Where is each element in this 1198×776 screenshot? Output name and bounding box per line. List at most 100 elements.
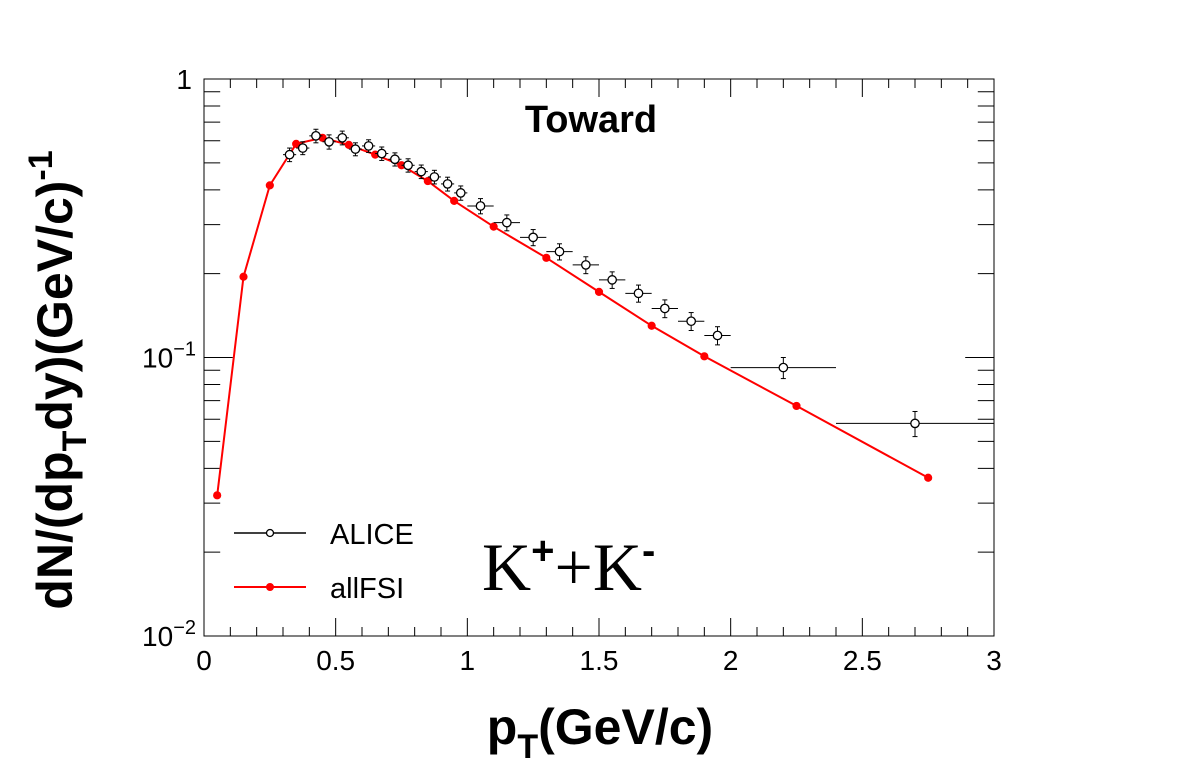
alice-point <box>599 271 626 289</box>
alice-marker <box>311 130 321 141</box>
x-tick-label: 1 <box>460 645 476 676</box>
alice-marker <box>686 316 697 327</box>
alice-point <box>309 128 323 144</box>
y-tick-label: 10−1 <box>142 339 196 374</box>
alice-point <box>454 185 468 201</box>
allfsi-point <box>792 401 801 411</box>
series-allfsi <box>213 133 933 500</box>
x-tick-labels: 0 0.5 1 1.5 2 2.5 3 <box>196 645 1002 676</box>
alice-point <box>414 164 428 180</box>
particle-label-mid: +K <box>554 529 641 605</box>
y-tick-label: 1 <box>176 64 192 95</box>
alice-point <box>836 410 994 438</box>
alice-marker <box>475 201 486 211</box>
alice-point <box>704 326 731 346</box>
y-axis-label-mid: dy)(GeV/c) <box>27 181 83 431</box>
alice-point <box>467 198 494 215</box>
alice-point <box>322 134 336 150</box>
alice-point <box>572 256 599 275</box>
alice-marker <box>554 246 565 257</box>
allfsi-point <box>344 140 353 149</box>
allfsi-point <box>213 491 222 500</box>
allfsi-point <box>489 222 498 231</box>
alice-point <box>362 139 376 153</box>
alice-marker <box>442 179 453 189</box>
allfsi-point <box>700 352 709 361</box>
x-tick-label: 2 <box>723 645 739 676</box>
alice-marker <box>284 149 295 160</box>
particle-label-sup1: + <box>531 529 554 573</box>
alice-point <box>651 299 678 319</box>
alice-marker <box>350 144 361 154</box>
alice-marker <box>363 141 374 151</box>
alice-marker <box>429 172 440 182</box>
alice-point <box>625 284 652 303</box>
y-axis-label-pre: dN/(dp <box>27 451 83 609</box>
x-axis-label-rest: (GeV/c) <box>538 699 713 755</box>
y-tick-label: 10−2 <box>142 617 196 652</box>
legend: ALICE allFSI <box>234 519 414 605</box>
alice-marker <box>633 288 644 299</box>
particle-label: K++K- <box>482 529 655 605</box>
particle-label-k1: K <box>482 529 531 605</box>
allfsi-point <box>423 176 432 186</box>
allfsi-point <box>239 272 248 281</box>
y-axis-label-sup: -1 <box>22 150 60 180</box>
alice-marker <box>580 260 591 270</box>
alice-point <box>546 243 573 261</box>
legend-entry-allfsi: allFSI <box>234 573 404 605</box>
x-tick-label: 3 <box>986 645 1002 676</box>
x-axis-label: pT(GeV/c) <box>487 699 713 766</box>
alice-marker <box>528 232 539 243</box>
legend-alice-label: ALICE <box>330 519 414 551</box>
alice-point <box>730 357 836 380</box>
alice-point <box>441 176 455 192</box>
x-tick-label: 0.5 <box>316 645 355 676</box>
allfsi-point <box>647 321 656 330</box>
alice-point <box>401 158 415 173</box>
x-tick-label: 1.5 <box>580 645 619 676</box>
y-tick-labels: 1 10−1 10−2 <box>142 64 196 652</box>
allfsi-point <box>542 253 551 262</box>
x-tick-label: 0 <box>196 645 212 676</box>
alice-point <box>427 169 441 185</box>
allfsi-point <box>924 473 933 482</box>
y-axis-label: dN/(dpTdy)(GeV/c)-1 <box>22 150 94 609</box>
alice-marker <box>390 154 400 165</box>
axis-ticks <box>203 78 995 637</box>
alice-point <box>678 312 705 332</box>
alice-marker <box>712 330 723 341</box>
y-axis-label-sub: T <box>56 430 94 451</box>
alice-marker <box>778 362 789 373</box>
alice-point <box>283 147 297 163</box>
alice-marker <box>659 303 670 314</box>
alice-marker <box>501 217 512 228</box>
legend-alice-marker <box>265 528 275 538</box>
allfsi-point <box>450 196 459 206</box>
alice-marker <box>607 275 618 285</box>
alice-point <box>296 141 310 156</box>
x-axis-label-main: p <box>487 699 518 755</box>
alice-point <box>375 146 389 161</box>
alice-marker <box>376 148 387 159</box>
series-alice <box>283 128 994 438</box>
alice-marker <box>403 160 413 171</box>
alice-point <box>388 152 402 167</box>
alice-point <box>348 142 362 157</box>
legend-allfsi-marker <box>266 583 274 591</box>
particle-label-sup2: - <box>642 529 655 573</box>
x-axis-label-sub: T <box>517 728 538 766</box>
alice-marker <box>455 188 466 198</box>
alice-marker <box>910 418 920 429</box>
allfsi-point <box>292 139 301 148</box>
alice-marker <box>324 136 334 147</box>
alice-marker <box>416 166 427 177</box>
legend-entry-alice: ALICE <box>234 519 414 551</box>
alice-marker <box>297 143 308 153</box>
alice-point <box>520 229 547 247</box>
x-tick-label: 2.5 <box>843 645 882 676</box>
alice-point <box>493 214 520 232</box>
legend-allfsi-label: allFSI <box>330 573 404 605</box>
